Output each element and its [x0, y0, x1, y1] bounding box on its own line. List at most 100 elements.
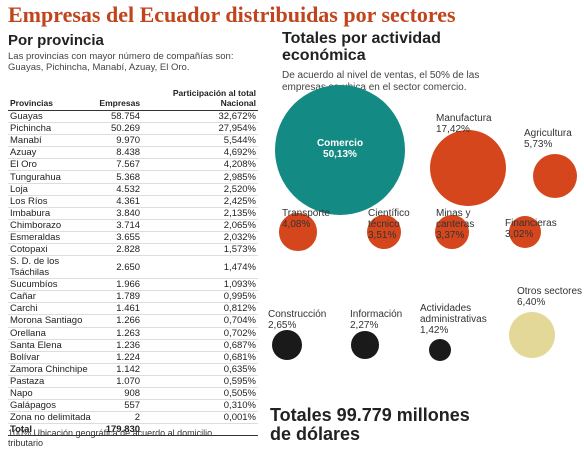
table-cell: 4,208%: [142, 158, 258, 172]
table-row: Azuay 8.438 4,692%: [8, 146, 258, 160]
column-header: Empresas: [97, 76, 143, 111]
sector-name: Información: [350, 309, 403, 320]
table-cell: Los Ríos: [8, 195, 98, 208]
table-cell: 3.840: [97, 207, 143, 220]
left-heading: Por provincia: [8, 32, 104, 49]
table-row: Pastaza 1.070 0,595%: [8, 375, 258, 388]
table-cell: 3.655: [97, 231, 143, 245]
total-cell: Total: [8, 423, 98, 437]
bubble: [435, 215, 469, 249]
table-cell: Guayas: [8, 110, 98, 124]
right-heading: Totales por actividad económica: [282, 30, 441, 64]
table-cell: Zamora Chinchipe: [8, 363, 98, 376]
bubble-label: Financieras 3,02%: [505, 218, 580, 240]
column-header: Participación al total Nacional: [142, 76, 258, 111]
table-cell: 0,635%: [142, 363, 258, 376]
sector-name: Comercio: [316, 138, 364, 149]
table-row: Guayas 58.754 32,672%: [8, 110, 258, 124]
table-row: Santa Elena 1.236 0,687%: [8, 339, 258, 352]
table-cell: Bolívar: [8, 351, 98, 364]
table-row: Imbabura 3.840 2,135%: [8, 207, 258, 220]
bubble-label: Información 2,27%: [350, 309, 425, 331]
bubble: [351, 331, 379, 359]
sector-share: 1,42%: [420, 325, 449, 336]
table-cell: 0,310%: [142, 399, 258, 413]
table-cell: 1,474%: [142, 255, 258, 280]
table-cell: 557: [97, 399, 143, 413]
sector-name: Minas y canteras: [436, 208, 475, 230]
table-cell: 4,692%: [142, 146, 258, 160]
table-cell: Tungurahua: [8, 170, 98, 184]
table-cell: 2,135%: [142, 207, 258, 220]
table-row: Galápagos 557 0,310%: [8, 399, 258, 413]
table-row: Morona Santiago 1.266 0,704%: [8, 314, 258, 328]
table-cell: 9.970: [97, 134, 143, 148]
bubble: [508, 311, 556, 359]
sector-share: 2,27%: [350, 320, 379, 331]
table-cell: 0,995%: [142, 290, 258, 304]
bubble: [366, 214, 402, 250]
table-cell: 1.263: [97, 327, 143, 340]
table-cell: 4.532: [97, 183, 143, 196]
table-row: Cotopaxi 2.828 1,573%: [8, 243, 258, 257]
sector-share: 3,51%: [368, 230, 397, 241]
table-cell: 2,985%: [142, 170, 258, 184]
title: Empresas del Ecuador distribuidas por se…: [8, 2, 456, 27]
table-cell: 2,425%: [142, 195, 258, 208]
table-row: Zona no delimitada 2 0,001%: [8, 411, 258, 425]
bubble-label: Construcción 2,65%: [268, 309, 343, 331]
bubble: [509, 216, 541, 248]
table-cell: 5.368: [97, 170, 143, 184]
table-cell: 1.142: [97, 363, 143, 376]
table-cell: Cotopaxi: [8, 243, 98, 257]
table-cell: 1.789: [97, 290, 143, 304]
bubble-label: Actividades administrativas 1,42%: [420, 303, 510, 336]
table-cell: Orellana: [8, 327, 98, 340]
table-row: Loja 4.532 2,520%: [8, 183, 258, 196]
table-row: S. D. de los Tsáchilas 2.650 1,474%: [8, 255, 258, 280]
table-row: Tungurahua 5.368 2,985%: [8, 170, 258, 184]
table-cell: Galápagos: [8, 399, 98, 413]
table-cell: 0,687%: [142, 339, 258, 352]
table-cell: 1.966: [97, 278, 143, 292]
table-cell: 1.236: [97, 339, 143, 352]
table-cell: 2,032%: [142, 231, 258, 245]
table-cell: 8.438: [97, 146, 143, 160]
sector-name: Científico técnico: [368, 208, 410, 230]
table-cell: 1.266: [97, 314, 143, 328]
table-cell: 908: [97, 387, 143, 401]
table-cell: 0,704%: [142, 314, 258, 328]
sector-share: 5,73%: [524, 139, 553, 150]
table-cell: 2: [97, 411, 143, 425]
table-cell: 32,672%: [142, 110, 258, 124]
sector-name: Actividades administrativas: [420, 303, 487, 325]
table-cell: Zona no delimitada: [8, 411, 98, 425]
sector-share: 3,37%: [436, 230, 465, 241]
right-intro: De acuerdo al nivel de ventas, el 50% de…: [282, 70, 480, 93]
table-cell: 58.754: [97, 110, 143, 124]
table-cell: Azuay: [8, 146, 98, 160]
bubble: [429, 129, 507, 207]
table-row: Chimborazo 3.714 2,065%: [8, 219, 258, 232]
sector-share: 6,40%: [517, 297, 546, 308]
table-cell: 50.269: [97, 122, 143, 136]
sector-name: Manufactura: [436, 113, 492, 124]
table-row: Sucumbíos 1.966 1,093%: [8, 278, 258, 292]
bubble-label: Transporte 4,08%: [282, 208, 357, 230]
table-cell: 1.070: [97, 375, 143, 388]
table-cell: 1.224: [97, 351, 143, 364]
table-row: Bolívar 1.224 0,681%: [8, 351, 258, 364]
sector-name: Agricultura: [524, 128, 572, 139]
table-cell: 2.650: [97, 255, 143, 280]
table-cell: Pastaza: [8, 375, 98, 388]
total-row: Total 179.830: [8, 423, 258, 437]
table-cell: Imbabura: [8, 207, 98, 220]
table-cell: S. D. de los Tsáchilas: [8, 255, 98, 280]
table-cell: 0,595%: [142, 375, 258, 388]
table-cell: 0,702%: [142, 327, 258, 340]
table-cell: 5,544%: [142, 134, 258, 148]
table-cell: Cañar: [8, 290, 98, 304]
table-cell: 0,001%: [142, 411, 258, 425]
sector-name: Construcción: [268, 309, 327, 320]
